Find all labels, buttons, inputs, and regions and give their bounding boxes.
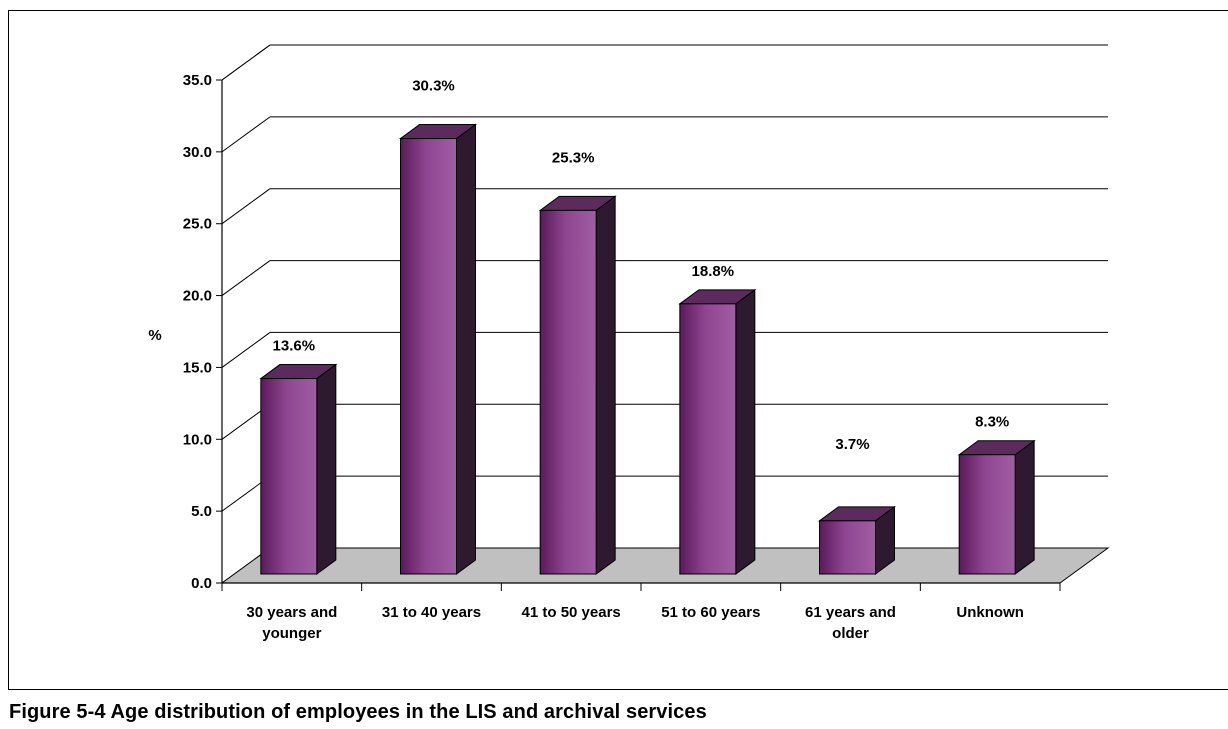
bar (538, 195, 617, 575)
figure-caption: Figure 5-4 Age distribution of employees… (9, 701, 707, 723)
data-label: 25.3% (552, 149, 595, 166)
bar-side (595, 195, 616, 575)
bar (817, 505, 897, 575)
data-label: 30.3% (412, 78, 455, 95)
y-tick-label: 20.0 (183, 288, 212, 305)
x-tick-label: 30 years and (246, 604, 337, 621)
bar-side (735, 288, 756, 575)
x-tick-label: 41 to 50 years (522, 604, 621, 621)
y-tick-label: 15.0 (183, 359, 212, 376)
y-tick-label: 5.0 (191, 503, 212, 520)
bar-front (819, 520, 876, 575)
y-axis-depth (221, 44, 271, 81)
gridline-depth (221, 260, 271, 296)
bar (957, 439, 1036, 575)
x-tick-label: 61 years and (805, 604, 896, 621)
x-tick-label: 51 to 60 years (661, 604, 760, 621)
bar (678, 288, 757, 575)
y-axis-label: % (148, 327, 161, 344)
bar-front (260, 378, 318, 575)
data-label: 18.8% (692, 263, 735, 280)
y-tick-label: 0.0 (191, 575, 212, 592)
data-label: 13.6% (273, 338, 316, 355)
bar-front (679, 303, 737, 575)
bar-side (316, 363, 337, 575)
bar-chart: 0.0 5.0 10.0 15.0 20.0 25.0 30.0 35.0% 13.6% 30 y… (148, 44, 1110, 642)
y-tick-label: 35.0 (183, 72, 212, 89)
data-label: 8.3% (975, 414, 1009, 431)
bar-front (958, 454, 1016, 575)
x-tick-label: older (832, 625, 869, 642)
y-tick-label: 30.0 (183, 144, 212, 161)
bar-front (539, 209, 597, 575)
bar-side (456, 123, 476, 575)
gridline-depth (221, 116, 271, 153)
gridline-depth (221, 332, 271, 368)
data-label: 3.7% (835, 436, 869, 453)
bar-side (1014, 439, 1035, 575)
bar-front (400, 138, 457, 575)
labels: 0.0 5.0 10.0 15.0 20.0 25.0 30.0 35.0% 13.6% 30 y… (148, 72, 1024, 642)
y-tick-label: 25.0 (183, 216, 212, 233)
x-tick-label: younger (262, 625, 321, 642)
x-tick-label: 31 to 40 years (382, 604, 481, 621)
gridline-depth (221, 188, 271, 225)
bar (259, 363, 338, 575)
bars (259, 123, 1036, 575)
x-tick-label: Unknown (956, 604, 1024, 621)
y-tick-label: 10.0 (183, 431, 212, 448)
axes (216, 44, 1061, 591)
figure-frame (8, 10, 1228, 690)
bar (398, 123, 478, 575)
